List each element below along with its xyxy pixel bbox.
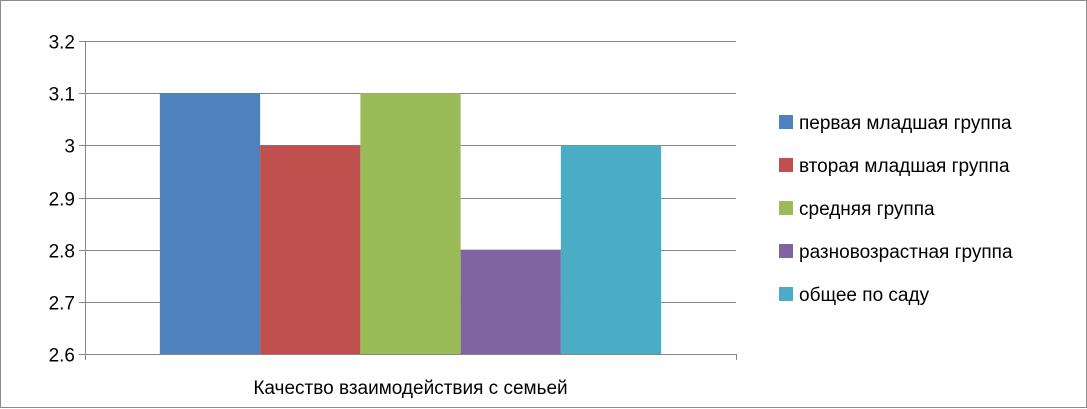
legend-swatch bbox=[779, 244, 793, 258]
bar bbox=[260, 145, 361, 354]
bar bbox=[159, 93, 261, 355]
y-tick-label: 2.6 bbox=[49, 346, 75, 367]
bars bbox=[159, 93, 662, 355]
legend-swatch bbox=[779, 201, 793, 215]
x-category-label: Качество взаимодействия с семьей bbox=[253, 378, 567, 399]
legend-label: разновозрастная группа bbox=[799, 242, 1013, 263]
legend-swatch bbox=[779, 158, 793, 172]
bar bbox=[560, 145, 662, 354]
legend-label: первая младшая группа bbox=[799, 113, 1012, 134]
y-tick-label: 3.1 bbox=[49, 85, 75, 106]
x-category-labels: Качество взаимодействия с семьей bbox=[253, 378, 567, 399]
y-tick-label: 2.9 bbox=[49, 190, 75, 211]
y-tick-label: 3 bbox=[64, 137, 75, 158]
legend-swatch bbox=[779, 287, 793, 301]
y-tick-label: 2.8 bbox=[49, 242, 75, 263]
legend-label: вторая младшая группа bbox=[799, 156, 1010, 177]
y-tick-labels: 2.6 2.7 2.8 2.9 3 3.1 3.2 bbox=[49, 33, 75, 367]
legend-swatch bbox=[779, 115, 793, 129]
legend-label: общее по саду bbox=[799, 285, 930, 306]
y-tick-label: 2.7 bbox=[49, 294, 75, 315]
legend: первая младшая группа вторая младшая груп… bbox=[779, 113, 1013, 306]
bar bbox=[460, 249, 561, 354]
legend-label: средняя группа bbox=[799, 199, 935, 220]
axes bbox=[79, 41, 737, 360]
bar bbox=[360, 93, 461, 355]
y-tick-label: 3.2 bbox=[49, 33, 75, 54]
